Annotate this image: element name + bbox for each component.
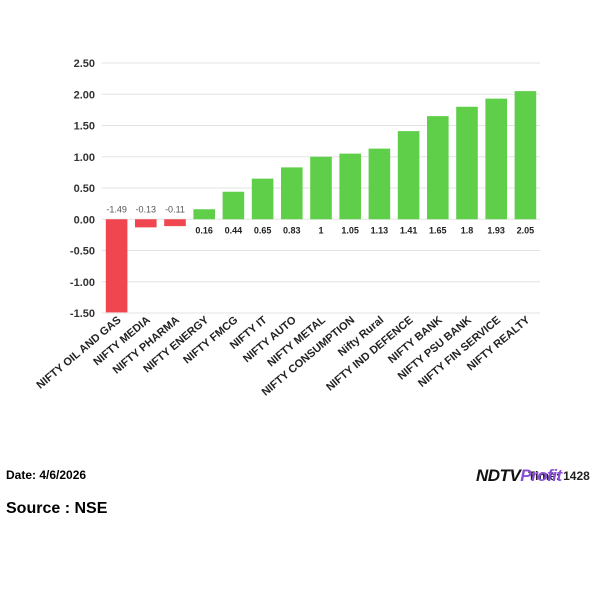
data-label: -0.11 — [165, 204, 185, 214]
logo-profit-text: Profit — [520, 466, 562, 485]
bar — [105, 219, 128, 313]
bar — [134, 219, 157, 228]
y-tick-label: 1.50 — [74, 121, 95, 133]
bar-chart: 2.50 2.00 1.50 1.00 0.50 0.00 -0.50 -1.00 -1.50 -… — [35, 58, 540, 399]
data-label: 1.93 — [487, 225, 505, 235]
bar — [339, 153, 362, 220]
data-label: 1.41 — [400, 225, 418, 235]
data-label: 2.05 — [517, 225, 535, 235]
y-tick-label: 2.50 — [74, 58, 95, 70]
bar — [280, 167, 303, 220]
data-label: -1.49 — [106, 204, 127, 214]
logo-ndtv-text: NDTV — [476, 466, 521, 485]
bar — [193, 209, 216, 220]
bar — [222, 191, 245, 220]
bar — [514, 91, 537, 220]
data-label: 0.16 — [195, 225, 213, 235]
time-label: Time: 1428 — [528, 469, 590, 483]
data-label: 1.05 — [341, 225, 359, 235]
data-label: 0.44 — [225, 225, 243, 235]
source-label: Source : NSE — [6, 500, 108, 517]
data-label: -0.13 — [136, 204, 157, 214]
y-tick-label: 0.00 — [74, 214, 95, 226]
data-label: 1.13 — [371, 225, 389, 235]
y-tick-label: -1.50 — [70, 308, 95, 320]
data-label: 1.65 — [429, 225, 447, 235]
bar — [397, 131, 420, 220]
bar — [164, 219, 186, 227]
bar — [456, 106, 478, 220]
y-tick-label: -0.50 — [70, 246, 95, 258]
bar — [485, 98, 508, 220]
data-label: 0.65 — [254, 225, 272, 235]
bar — [310, 156, 332, 220]
y-tick-label: -1.00 — [70, 277, 95, 289]
data-label: 1 — [318, 225, 323, 235]
bar — [368, 148, 391, 220]
data-label: 1.8 — [461, 225, 474, 235]
ndtv-profit-logo: NDTVProfit — [476, 466, 562, 486]
y-tick-label: 2.00 — [74, 89, 95, 101]
y-tick-label: 1.00 — [74, 152, 95, 164]
bar — [251, 178, 274, 220]
data-label: 0.83 — [283, 225, 301, 235]
date-label: Date: 4/6/2026 — [6, 468, 87, 482]
y-tick-label: 0.50 — [74, 183, 95, 195]
bar — [426, 116, 449, 220]
